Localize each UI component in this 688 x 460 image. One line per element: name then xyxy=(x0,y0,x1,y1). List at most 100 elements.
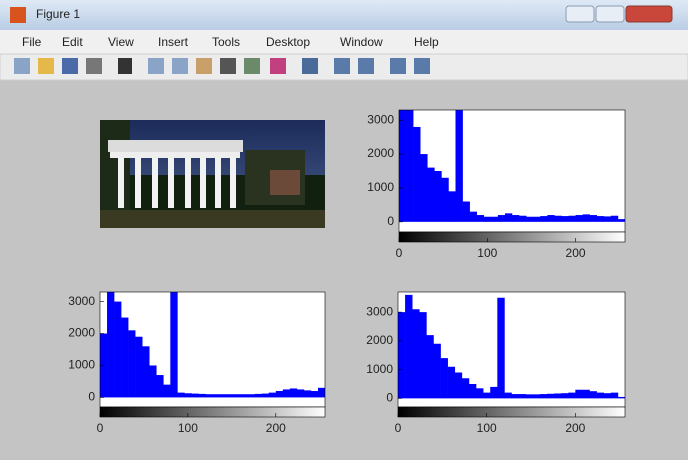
image-axes xyxy=(100,120,325,228)
menu-item[interactable]: File xyxy=(22,35,42,49)
menu-item[interactable]: View xyxy=(108,35,134,49)
bar xyxy=(611,216,618,222)
bar xyxy=(406,110,413,222)
bar xyxy=(611,393,618,399)
x-tick-label: 0 xyxy=(396,246,403,260)
bar xyxy=(441,358,448,398)
bar xyxy=(177,393,184,398)
bar xyxy=(569,216,576,222)
bar xyxy=(255,394,262,398)
colorbar xyxy=(399,232,625,242)
bar xyxy=(561,216,568,222)
bar xyxy=(582,390,589,399)
bar xyxy=(398,312,405,398)
bar xyxy=(427,168,434,222)
bar xyxy=(526,394,533,398)
bar xyxy=(476,388,483,398)
maximize-button[interactable] xyxy=(596,6,624,22)
bar xyxy=(590,215,597,222)
y-tick-label: 1000 xyxy=(367,180,394,194)
bar xyxy=(597,216,604,222)
bar xyxy=(505,213,512,221)
bar xyxy=(163,385,170,398)
bar xyxy=(526,217,533,222)
bar xyxy=(455,373,462,399)
bar xyxy=(561,393,568,398)
bar xyxy=(618,397,625,398)
bar xyxy=(568,393,575,399)
bar xyxy=(227,394,234,397)
bar xyxy=(412,309,419,398)
x-tick-label: 100 xyxy=(178,421,198,435)
bar xyxy=(448,191,455,222)
bar xyxy=(191,394,198,398)
bar xyxy=(547,215,554,222)
bar xyxy=(262,394,269,398)
minimize-button[interactable] xyxy=(566,6,594,22)
bar xyxy=(107,292,114,397)
bar xyxy=(276,391,283,397)
y-tick-label: 1000 xyxy=(366,362,393,376)
bar xyxy=(399,110,406,222)
toolbar-icons[interactable] xyxy=(14,58,430,74)
close-button[interactable] xyxy=(626,6,672,22)
bar xyxy=(470,212,477,222)
x-tick-label: 0 xyxy=(97,421,104,435)
menu-item[interactable]: Desktop xyxy=(266,35,310,49)
bar xyxy=(220,394,227,397)
menu-item[interactable]: Insert xyxy=(158,35,189,49)
y-tick-label: 1000 xyxy=(68,358,95,372)
bar xyxy=(114,302,121,398)
bar xyxy=(575,390,582,399)
x-tick-label: 0 xyxy=(395,421,402,435)
bar xyxy=(448,367,455,399)
bar xyxy=(413,127,420,222)
bar xyxy=(184,393,191,397)
figure-window: Figure 1 FileEditViewInsertToolsDesktopW… xyxy=(0,0,688,460)
bar xyxy=(491,217,498,222)
bar xyxy=(311,391,318,397)
bar xyxy=(205,394,212,397)
bar xyxy=(198,394,205,398)
window-canvas: Figure 1 FileEditViewInsertToolsDesktopW… xyxy=(0,0,688,460)
bar xyxy=(433,344,440,399)
bar xyxy=(504,393,511,399)
y-tick-label: 0 xyxy=(88,390,95,404)
bar xyxy=(213,394,220,397)
menu-item[interactable]: Edit xyxy=(62,35,83,49)
bar xyxy=(318,388,325,398)
bar xyxy=(618,219,625,222)
menu-item[interactable]: Tools xyxy=(212,35,240,49)
bar xyxy=(419,312,426,398)
y-tick-label: 3000 xyxy=(367,112,394,126)
histogram-axes: 0 1000 2000 3000 0 100 200 xyxy=(68,292,325,435)
x-tick-label: 100 xyxy=(477,421,497,435)
bar xyxy=(469,384,476,398)
bar xyxy=(283,389,290,397)
bar xyxy=(576,215,583,222)
bar xyxy=(456,110,463,222)
bar xyxy=(604,216,611,221)
menu-item[interactable]: Help xyxy=(414,35,439,49)
x-tick-label: 200 xyxy=(266,421,286,435)
bar xyxy=(512,394,519,398)
x-tick-label: 200 xyxy=(565,421,585,435)
bar xyxy=(241,394,248,397)
bar xyxy=(583,214,590,221)
bar xyxy=(477,215,484,222)
y-tick-label: 2000 xyxy=(68,326,95,340)
y-tick-label: 3000 xyxy=(366,304,393,318)
histogram-axes: 01000200030000100200 xyxy=(366,292,625,435)
app-icon xyxy=(10,7,26,23)
bar xyxy=(149,365,156,397)
y-tick-label: 2000 xyxy=(366,333,393,347)
bar xyxy=(554,393,561,398)
bar xyxy=(590,391,597,398)
bar xyxy=(540,394,547,398)
bar xyxy=(248,394,255,397)
y-tick-label: 3000 xyxy=(68,294,95,308)
bar xyxy=(483,393,490,399)
menu-item[interactable]: Window xyxy=(340,35,383,49)
bar xyxy=(170,292,177,397)
